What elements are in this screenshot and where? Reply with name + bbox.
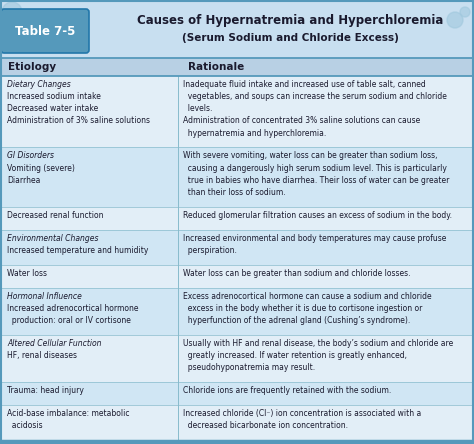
Bar [0, 265, 474, 288]
Text: Increased environmental and body temperatures may cause profuse: Increased environmental and body tempera… [183, 234, 447, 243]
Circle shape [460, 7, 470, 17]
Text: hypernatremia and hyperchloremia.: hypernatremia and hyperchloremia. [183, 128, 326, 138]
Bar [0, 76, 474, 147]
Circle shape [20, 20, 36, 36]
Text: acidosis: acidosis [7, 421, 43, 430]
Text: Excess adrenocortical hormone can cause a sodium and chloride: Excess adrenocortical hormone can cause … [183, 292, 432, 301]
Text: Increased temperature and humidity: Increased temperature and humidity [7, 246, 148, 255]
Circle shape [2, 2, 22, 22]
Circle shape [13, 29, 23, 39]
Text: Causes of Hypernatremia and Hyperchloremia: Causes of Hypernatremia and Hyperchlorem… [137, 13, 443, 27]
Text: Hormonal Influence: Hormonal Influence [7, 292, 82, 301]
Text: levels.: levels. [183, 104, 212, 113]
Text: greatly increased. If water retention is greatly enhanced,: greatly increased. If water retention is… [183, 351, 407, 360]
Bar [0, 147, 474, 207]
Circle shape [33, 13, 43, 23]
Bar [0, 230, 474, 265]
Bar [0, 207, 474, 230]
Text: causing a dangerously high serum sodium level. This is particularly: causing a dangerously high serum sodium … [183, 163, 447, 173]
Text: Chloride ions are frequently retained with the sodium.: Chloride ions are frequently retained wi… [183, 386, 391, 395]
Text: hyperfunction of the adrenal gland (Cushing’s syndrome).: hyperfunction of the adrenal gland (Cush… [183, 316, 410, 325]
Text: Increased chloride (Cl⁻) ion concentration is associated with a: Increased chloride (Cl⁻) ion concentrati… [183, 409, 421, 418]
Text: Administration of 3% saline solutions: Administration of 3% saline solutions [7, 116, 150, 125]
Text: Etiology: Etiology [8, 62, 56, 72]
Text: Table 7-5: Table 7-5 [15, 24, 75, 37]
Bar [0, 335, 474, 382]
Text: vegetables, and soups can increase the serum sodium and chloride: vegetables, and soups can increase the s… [183, 92, 447, 101]
Text: than their loss of sodium.: than their loss of sodium. [183, 188, 286, 197]
Text: Reduced glomerular filtration causes an excess of sodium in the body.: Reduced glomerular filtration causes an … [183, 211, 452, 220]
Bar [0, 405, 474, 440]
Text: Trauma: head injury: Trauma: head injury [7, 386, 84, 395]
Bar [0, 288, 474, 335]
Text: With severe vomiting, water loss can be greater than sodium loss,: With severe vomiting, water loss can be … [183, 151, 438, 160]
Text: production: oral or IV cortisone: production: oral or IV cortisone [7, 316, 131, 325]
Text: GI Disorders: GI Disorders [7, 151, 54, 160]
Text: pseudohyponatremia may result.: pseudohyponatremia may result. [183, 363, 315, 372]
Text: Vomiting (severe): Vomiting (severe) [7, 163, 75, 173]
Text: true in babies who have diarrhea. Their loss of water can be greater: true in babies who have diarrhea. Their … [183, 176, 449, 185]
Text: excess in the body whether it is due to cortisone ingestion or: excess in the body whether it is due to … [183, 304, 422, 313]
Text: Water loss: Water loss [7, 269, 47, 278]
Circle shape [56, 28, 64, 36]
Text: Acid-base imbalance: metabolic: Acid-base imbalance: metabolic [7, 409, 129, 418]
Text: Rationale: Rationale [188, 62, 244, 72]
Text: Decreased water intake: Decreased water intake [7, 104, 98, 113]
Text: Decreased renal function: Decreased renal function [7, 211, 103, 220]
Text: Environmental Changes: Environmental Changes [7, 234, 99, 243]
Bar [0, 382, 474, 405]
Bar [0, 0, 474, 58]
Bar [0, 58, 474, 76]
Text: Water loss can be greater than sodium and chloride losses.: Water loss can be greater than sodium an… [183, 269, 410, 278]
Text: decreased bicarbonate ion concentration.: decreased bicarbonate ion concentration. [183, 421, 348, 430]
Text: Dietary Changes: Dietary Changes [7, 80, 71, 89]
Text: Inadequate fluid intake and increased use of table salt, canned: Inadequate fluid intake and increased us… [183, 80, 426, 89]
Text: Usually with HF and renal disease, the body’s sodium and chloride are: Usually with HF and renal disease, the b… [183, 339, 453, 348]
Circle shape [447, 12, 463, 28]
FancyBboxPatch shape [1, 9, 89, 53]
Text: HF, renal diseases: HF, renal diseases [7, 351, 77, 360]
Text: Increased sodium intake: Increased sodium intake [7, 92, 101, 101]
Text: (Serum Sodium and Chloride Excess): (Serum Sodium and Chloride Excess) [182, 33, 399, 43]
Text: perspiration.: perspiration. [183, 246, 237, 255]
Text: Altered Cellular Function: Altered Cellular Function [7, 339, 101, 348]
Circle shape [41, 35, 55, 49]
Text: Diarrhea: Diarrhea [7, 176, 40, 185]
Text: Increased adrenocortical hormone: Increased adrenocortical hormone [7, 304, 138, 313]
Text: Administration of concentrated 3% saline solutions can cause: Administration of concentrated 3% saline… [183, 116, 420, 125]
